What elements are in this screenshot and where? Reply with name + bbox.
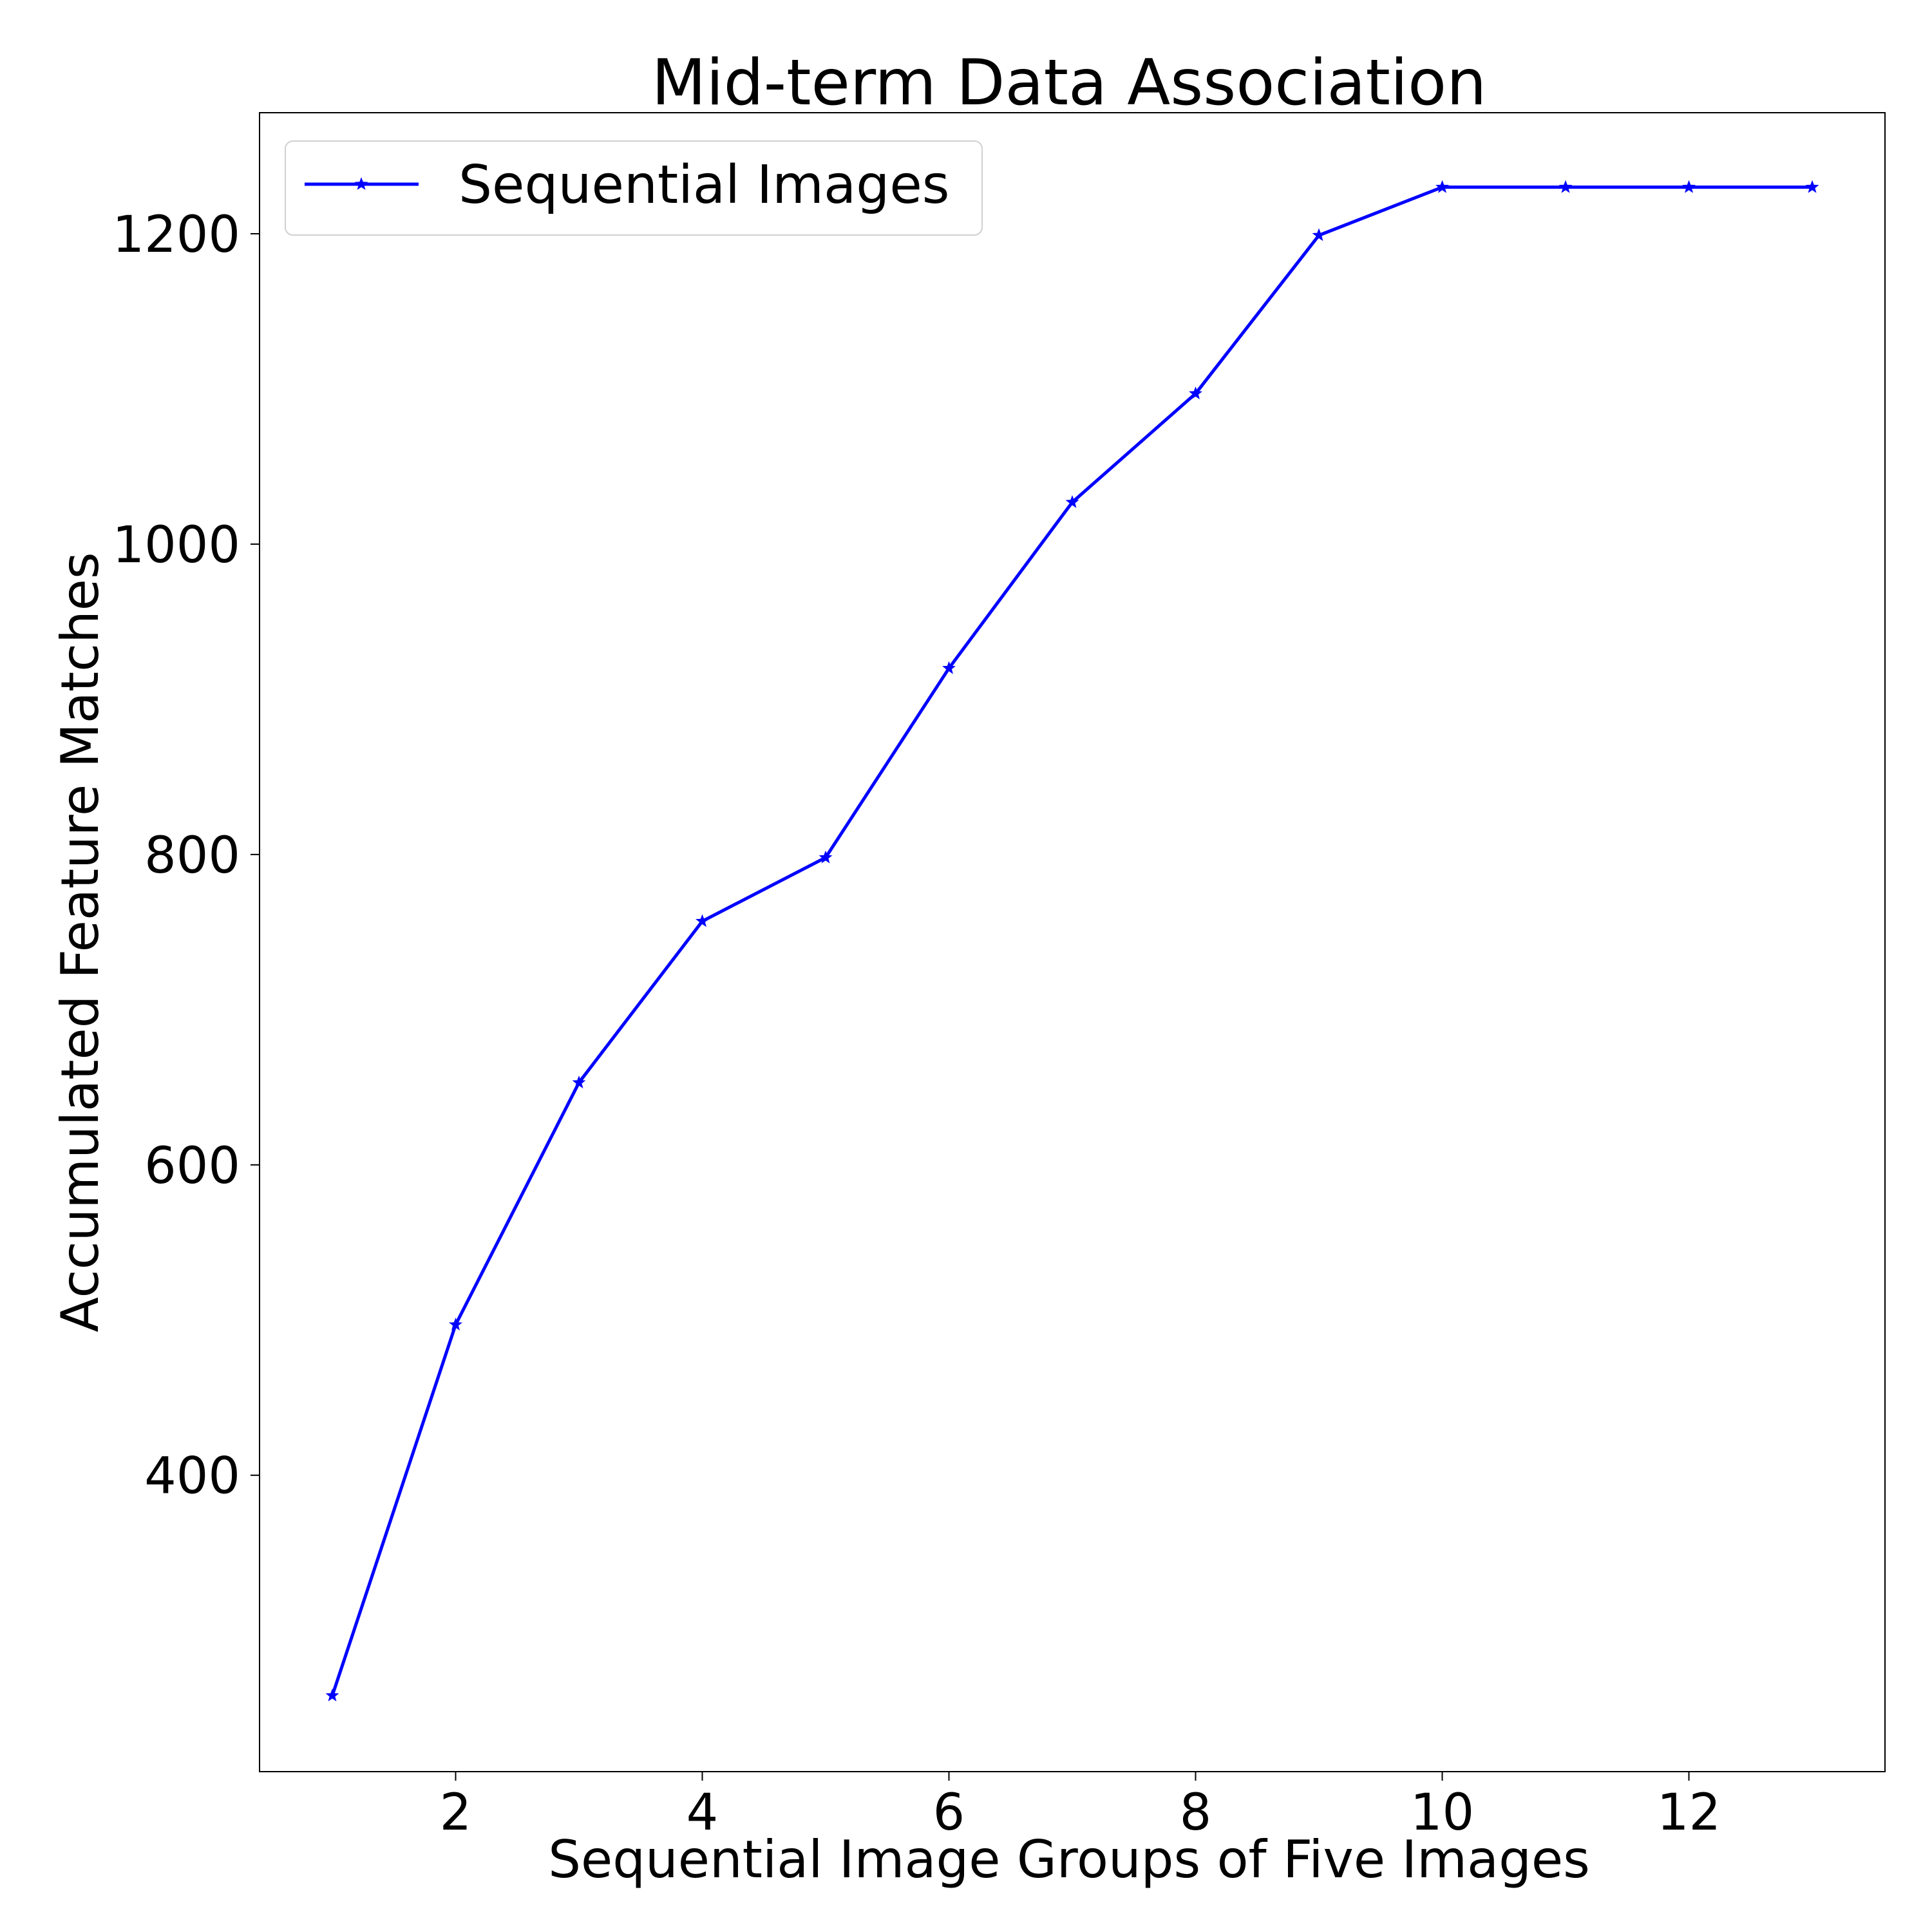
x-tick-label: 4 (687, 1784, 719, 1842)
data-point-marker (572, 1075, 586, 1088)
data-point-marker (1065, 495, 1079, 508)
y-tick-label: 600 (144, 1137, 240, 1195)
legend-entry-sequential-images: Sequential Images (459, 155, 950, 216)
data-point-marker (1805, 180, 1819, 193)
legend-box (285, 140, 983, 236)
chart-title: Mid-term Data Association (652, 46, 1486, 120)
x-tick-label: 8 (1180, 1784, 1212, 1842)
y-tick-label: 1200 (112, 206, 240, 264)
x-tick-label: 6 (933, 1784, 965, 1842)
legend-star-marker (354, 177, 368, 190)
data-point-marker (696, 914, 709, 927)
data-point-marker (1682, 180, 1696, 193)
y-axis-ticks: 400 600 800 1000 1200 (112, 206, 260, 1506)
data-point-marker (1435, 180, 1449, 193)
x-tick-label: 10 (1410, 1784, 1474, 1842)
y-tick-label: 800 (144, 827, 240, 885)
x-tick-label: 2 (440, 1784, 472, 1842)
y-tick-label: 1000 (112, 516, 240, 574)
data-point-marker (449, 1318, 462, 1331)
data-point-marker (325, 1688, 339, 1701)
data-point-marker (1189, 386, 1202, 400)
plot-area-frame (259, 112, 1886, 1772)
x-tick-label: 12 (1657, 1784, 1721, 1842)
x-axis-ticks: 2 4 6 8 10 12 (440, 1772, 1721, 1842)
y-axis-label: Accumulated Feature Matches (50, 552, 110, 1332)
data-point-marker (1312, 228, 1326, 242)
data-point-marker (942, 661, 956, 674)
y-tick-label: 400 (144, 1448, 240, 1506)
series-layer (325, 180, 1819, 1701)
data-point-marker (819, 850, 833, 864)
legend: Sequential Images (285, 140, 983, 236)
data-point-marker (1558, 180, 1573, 193)
x-axis-label: Sequential Image Groups of Five Images (548, 1830, 1590, 1889)
